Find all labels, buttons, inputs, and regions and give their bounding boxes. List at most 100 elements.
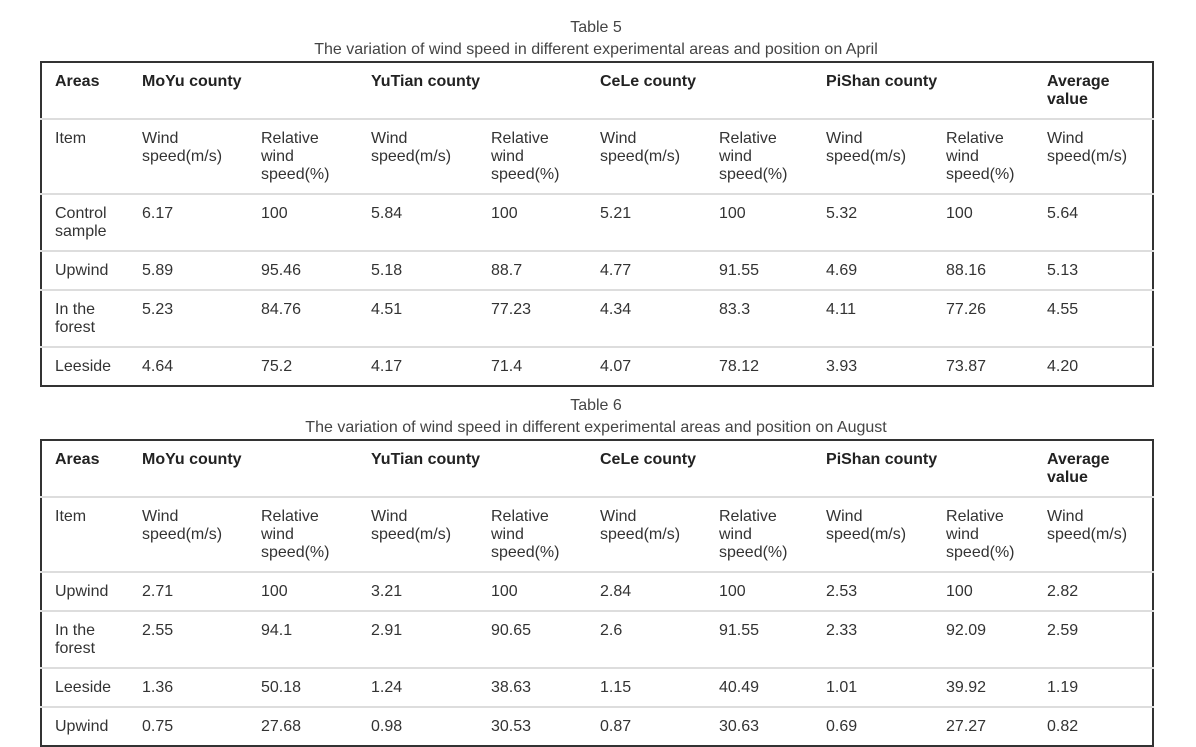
table-caption: The variation of wind speed in different… xyxy=(314,41,878,58)
table-cell: 2.55 xyxy=(129,610,248,668)
table-cell: 5.21 xyxy=(587,193,706,251)
subheader-cell: Wind speed(m/s) xyxy=(1034,496,1154,572)
table-cell: 2.84 xyxy=(587,571,706,611)
table-cell: 1.19 xyxy=(1034,667,1154,707)
cell-text: 30.53 xyxy=(491,718,532,735)
subheader-cell: Wind speed(m/s) xyxy=(129,118,248,194)
cell-text: MoYu county xyxy=(142,73,242,90)
cell-text: Areas xyxy=(55,451,100,468)
cell-text: Wind speed(m/s) xyxy=(826,130,907,165)
cell-text: Relative wind speed(%) xyxy=(719,508,788,561)
cell-text: 6.17 xyxy=(142,205,174,222)
table-cell: 2.91 xyxy=(358,610,478,668)
cell-text: 100 xyxy=(946,583,973,600)
subheader-cell: Relative wind speed(%) xyxy=(478,118,587,194)
table-cell: 4.11 xyxy=(813,289,934,347)
cell-text: Relative wind speed(%) xyxy=(719,130,788,183)
table-cell: 5.23 xyxy=(129,289,248,347)
table-cell: 0.69 xyxy=(813,706,934,746)
table-cell: 71.4 xyxy=(478,346,587,386)
cell-text: Relative wind speed(%) xyxy=(261,508,330,561)
cell-text: Relative wind speed(%) xyxy=(946,508,1015,561)
cell-text: 100 xyxy=(261,205,288,222)
cell-text: 4.64 xyxy=(142,358,174,375)
table-cell: 75.2 xyxy=(248,346,358,386)
cell-text: 4.34 xyxy=(600,301,632,318)
table-cell: 5.84 xyxy=(358,193,478,251)
cell-text: Item xyxy=(55,508,87,525)
subheader-cell: Relative wind speed(%) xyxy=(933,496,1035,572)
subheader-cell: Wind speed(m/s) xyxy=(813,118,934,194)
table-block: Table 6 The variation of wind speed in di… xyxy=(40,395,1155,747)
table-cell: 4.55 xyxy=(1034,289,1154,347)
table-cell: 100 xyxy=(706,193,814,251)
cell-text: Item xyxy=(55,130,87,147)
table-cell: 2.33 xyxy=(813,610,934,668)
cell-text: 4.77 xyxy=(600,262,632,279)
cell-text: Average value xyxy=(1047,451,1110,486)
table-cell: 38.63 xyxy=(478,667,587,707)
table-cell: 1.01 xyxy=(813,667,934,707)
cell-text: Relative wind speed(%) xyxy=(261,130,330,183)
data-row: Leeside 1.36 50.18 1.24 38.63 1.15 40.49 1.01 39… xyxy=(41,667,1154,707)
cell-text: 5.64 xyxy=(1047,205,1079,222)
header-cell: Average value xyxy=(1034,440,1153,497)
table-cell: 6.17 xyxy=(129,193,248,251)
table-cell: 77.23 xyxy=(478,289,587,347)
table-cell: 4.69 xyxy=(813,250,934,290)
cell-text: Wind speed(m/s) xyxy=(600,508,681,543)
table-cell: 4.77 xyxy=(587,250,706,290)
cell-text: 77.26 xyxy=(946,301,987,318)
table-cell: In the forest xyxy=(41,610,129,668)
table-cell: 83.3 xyxy=(706,289,814,347)
cell-text: 77.23 xyxy=(491,301,532,318)
cell-text: Areas xyxy=(55,73,100,90)
subheader-cell: Item xyxy=(41,118,129,194)
table-cell: 100 xyxy=(478,193,587,251)
cell-text: 30.63 xyxy=(719,718,760,735)
cell-text: 0.69 xyxy=(826,718,858,735)
table-cell: 2.71 xyxy=(129,571,248,611)
cell-text: 4.11 xyxy=(826,301,856,318)
cell-text: 39.92 xyxy=(946,679,987,696)
data-row: In the forest 2.55 94.1 2.91 90.65 2.6 91.55 2.… xyxy=(41,610,1154,668)
cell-text: 88.7 xyxy=(491,262,523,279)
cell-text: 5.21 xyxy=(600,205,632,222)
cell-text: 5.84 xyxy=(371,205,403,222)
cell-text: 73.87 xyxy=(946,358,987,375)
subheader-cell: Relative wind speed(%) xyxy=(706,496,814,572)
cell-text: 88.16 xyxy=(946,262,987,279)
cell-text: 100 xyxy=(261,583,288,600)
cell-text: MoYu county xyxy=(142,451,242,468)
table-cell: Upwind xyxy=(41,250,129,290)
cell-text: 71.4 xyxy=(491,358,523,375)
subheader-cell: Wind speed(m/s) xyxy=(129,496,248,572)
header-cell: Areas xyxy=(41,62,129,119)
data-row: Upwind 5.89 95.46 5.18 88.7 4.77 91.55 4.69 88.1… xyxy=(41,250,1154,290)
table-cell: 73.87 xyxy=(933,346,1035,386)
cell-text: In the forest xyxy=(55,622,96,657)
cell-text: CeLe county xyxy=(600,73,697,90)
table-cell: In the forest xyxy=(41,289,129,347)
subheader-cell: Relative wind speed(%) xyxy=(933,118,1035,194)
header-cell: CeLe county xyxy=(587,440,813,497)
cell-text: 4.55 xyxy=(1047,301,1079,318)
table-cell: Upwind xyxy=(41,571,129,611)
table-cell: 0.75 xyxy=(129,706,248,746)
data-row: Leeside 4.64 75.2 4.17 71.4 4.07 78.12 3.93 73.8… xyxy=(41,346,1154,386)
subheader-cell: Wind speed(m/s) xyxy=(587,118,706,194)
cell-text: 2.33 xyxy=(826,622,858,639)
subheader-cell: Wind speed(m/s) xyxy=(358,496,478,572)
table-cell: 91.55 xyxy=(706,250,814,290)
table-cell: 2.6 xyxy=(587,610,706,668)
cell-text: 4.51 xyxy=(371,301,403,318)
cell-text: 90.65 xyxy=(491,622,532,639)
table-cell: 94.1 xyxy=(248,610,358,668)
cell-text: CeLe county xyxy=(600,451,697,468)
cell-text: 5.13 xyxy=(1047,262,1079,279)
cell-text: 4.20 xyxy=(1047,358,1079,375)
cell-text: Upwind xyxy=(55,262,109,279)
table-cell: 4.20 xyxy=(1034,346,1154,386)
cell-text: 75.2 xyxy=(261,358,293,375)
subheader-cell: Item xyxy=(41,496,129,572)
